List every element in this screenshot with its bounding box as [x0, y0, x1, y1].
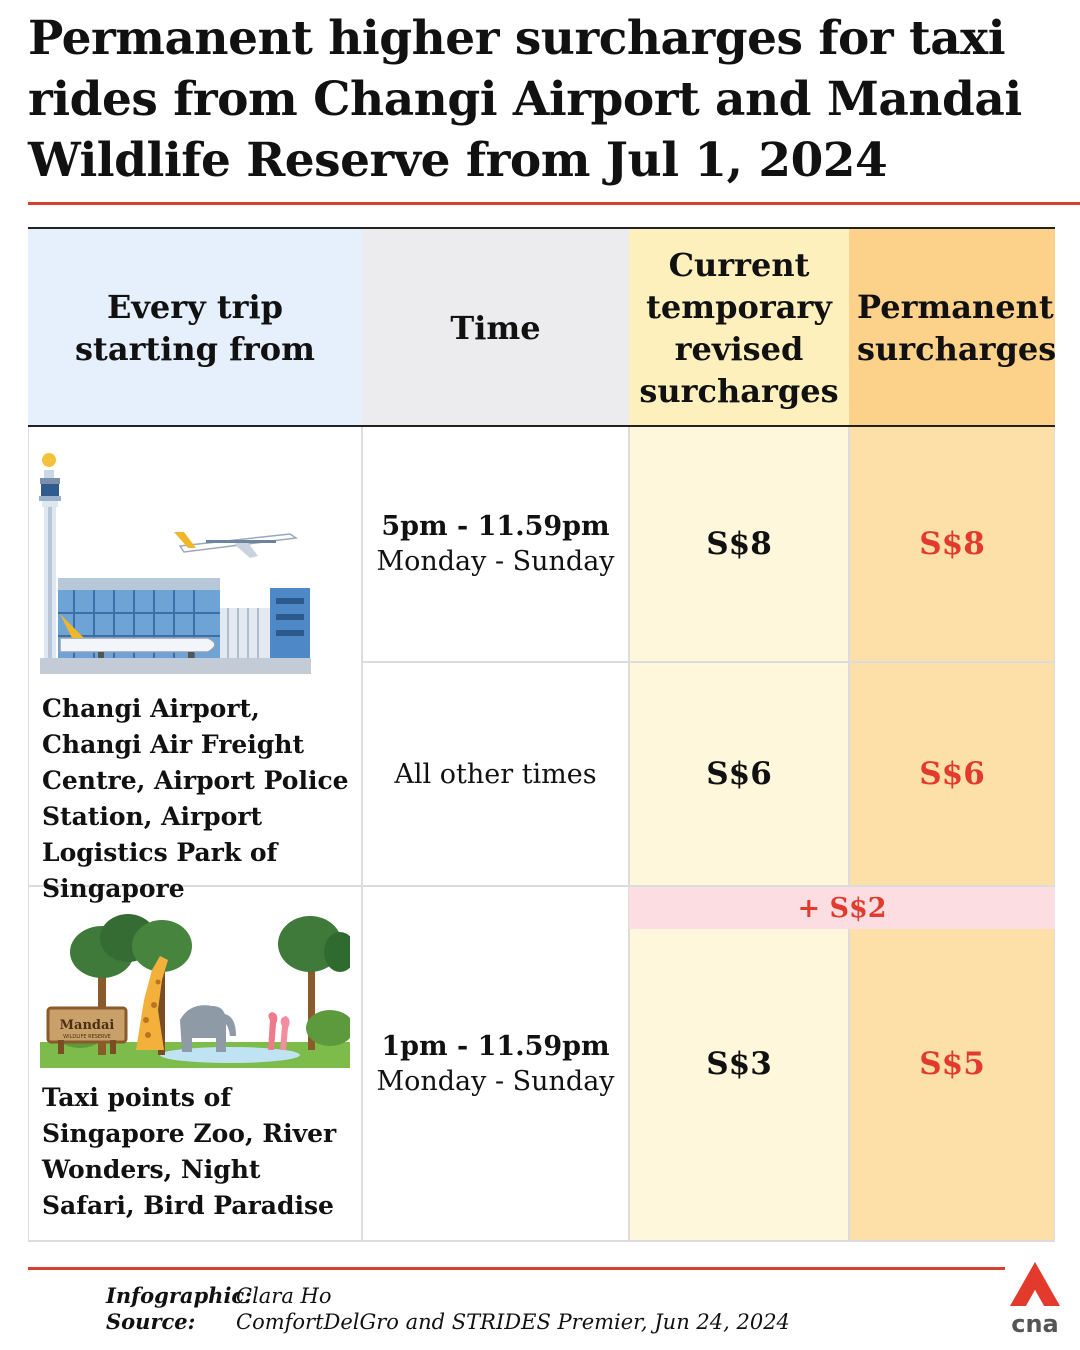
header-current-label: Current temporary revised surcharges	[639, 245, 839, 410]
surcharge-increase-badge: + S$2	[629, 887, 1055, 929]
mandai-days: Monday - Sunday	[376, 1065, 615, 1097]
changi-peak-days: Monday - Sunday	[376, 546, 615, 577]
header-bottom-border	[28, 425, 1055, 427]
current-column-bg-changi	[629, 427, 849, 887]
mandai-hours: 1pm - 11.59pm	[381, 1030, 610, 1062]
mandai-sign-title: Mandai	[60, 1018, 115, 1033]
grid-vertical-3	[848, 427, 850, 887]
footer-divider	[28, 1267, 1005, 1270]
changi-peak-permanent-price: S$8	[919, 526, 985, 562]
grid-horizontal-mid	[28, 885, 1055, 887]
changi-peak-hours: 5pm - 11.59pm	[381, 511, 610, 542]
changi-airport-illustration	[39, 453, 311, 674]
permanent-column-bg-mandai	[849, 929, 1055, 1240]
changi-other-permanent-price: S$6	[919, 756, 985, 792]
cna-logo: cna	[1010, 1262, 1060, 1336]
mandai-current-price: S$3	[706, 1045, 772, 1082]
page-title: Permanent higher surcharges for taxi rid…	[28, 11, 1022, 188]
mandai-places: Taxi points of Singapore Zoo, River Wond…	[42, 1083, 337, 1220]
header-time: Time	[362, 229, 629, 426]
cna-logo-text: cna	[1011, 1310, 1059, 1336]
header-permanent-label: Permanent surcharges	[857, 287, 1057, 368]
table-top-border	[28, 227, 1055, 229]
title-divider	[28, 202, 1080, 205]
changi-other-time: All other times	[394, 758, 597, 790]
changi-peak-time: 5pm - 11.59pm Monday - Sunday	[362, 427, 629, 661]
changi-peak-current-price: S$8	[706, 526, 772, 562]
mandai-permanent-price: S$5	[919, 1045, 985, 1082]
infographic-label: Infographic:	[106, 1283, 252, 1308]
table-bottom-border	[28, 1240, 1055, 1242]
mandai-wildlife-illustration: Mandai WILDLIFE RESERVE	[40, 914, 350, 1068]
header-trip-start: Every trip starting from	[28, 229, 362, 426]
changi-other-current-price: S$6	[706, 756, 772, 792]
header-permanent-surcharge: Permanent surcharges	[849, 229, 1057, 426]
changi-places: Changi Airport, Changi Air Freight Centr…	[42, 694, 349, 903]
header-current-surcharge: Current temporary revised surcharges	[629, 229, 849, 426]
source-label: Source:	[106, 1309, 196, 1334]
permanent-column-bg-changi	[849, 427, 1055, 887]
header-trip-label: Every trip starting from	[75, 287, 315, 368]
header-time-label: Time	[450, 308, 541, 347]
infographic-credit: Clara Ho	[236, 1284, 332, 1308]
grid-vertical-2	[628, 427, 630, 1241]
table-right-border	[1054, 427, 1055, 1241]
mandai-time: 1pm - 11.59pm Monday - Sunday	[362, 887, 629, 1240]
grid-vertical-1	[361, 427, 363, 1241]
mandai-sign-subtitle: WILDLIFE RESERVE	[63, 1034, 111, 1040]
table-left-border	[28, 427, 29, 1241]
source-credit: ComfortDelGro and STRIDES Premier, Jun 2…	[236, 1310, 790, 1334]
grid-horizontal-changi	[362, 661, 1055, 663]
current-column-bg-mandai	[629, 929, 849, 1240]
grid-vertical-3b	[848, 929, 850, 1241]
